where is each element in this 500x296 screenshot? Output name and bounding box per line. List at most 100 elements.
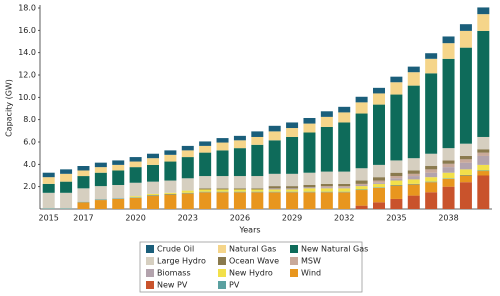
bar-segment [112, 198, 125, 209]
bar-segment [303, 187, 316, 189]
bar-segment [181, 192, 194, 194]
bar-segment [303, 191, 316, 193]
bar-segment [320, 191, 333, 193]
x-tick-label: 2026 [230, 214, 250, 223]
bar-segment [216, 138, 229, 143]
bar-segment [355, 180, 368, 184]
bar-segment [320, 116, 333, 127]
bar-segment [373, 182, 385, 184]
bar-segment [129, 197, 142, 198]
bar-segment [77, 202, 90, 209]
bar-segment [303, 192, 316, 209]
bar-segment [425, 182, 438, 193]
bar-segment [407, 176, 420, 180]
y-tick-label: 16.0 [18, 26, 36, 35]
bar-segment [442, 58, 455, 149]
bar-segment [477, 136, 490, 150]
bar-segment [181, 190, 194, 193]
bar-segment [286, 192, 299, 209]
legend-swatch [290, 269, 298, 277]
bar-segment [425, 53, 438, 59]
bar-segment [42, 183, 55, 193]
bar-segment [42, 192, 55, 209]
bar-segment [442, 172, 455, 179]
bar-segment [320, 171, 333, 184]
bar-segment [390, 82, 403, 95]
bar-segment [199, 141, 212, 146]
bar-segment [390, 160, 403, 173]
bar-segment [77, 201, 90, 203]
bar-segment [338, 171, 351, 184]
bar-segment [407, 72, 420, 86]
bar-segment [320, 192, 333, 209]
bar-segment [60, 173, 73, 182]
bar-segment [233, 176, 246, 189]
bar-segment [477, 152, 490, 156]
bar-segment [459, 159, 472, 163]
bar-segment [355, 183, 368, 185]
bar-segment [94, 186, 107, 200]
bar-segment [94, 162, 107, 168]
bar-segment [77, 188, 90, 202]
bar-segment [94, 200, 107, 209]
bar-segment [199, 189, 212, 192]
bar-segment [268, 189, 281, 192]
bar-segment [459, 24, 472, 31]
bar-segment [147, 195, 159, 209]
bar-segment [77, 176, 90, 189]
legend-swatch [146, 257, 154, 265]
bar-segment [338, 186, 351, 188]
bar-segment [60, 169, 73, 174]
legend-box [139, 241, 363, 293]
bar-segment [216, 150, 229, 177]
bar-segment [390, 172, 403, 177]
legend-label: Wind [301, 269, 321, 278]
bar-segment [338, 187, 351, 189]
bar-segment [459, 169, 472, 175]
bar-segment [164, 192, 177, 194]
bar-segment [373, 180, 385, 183]
bar-segment [442, 163, 455, 168]
bar-segment [390, 76, 403, 83]
bar-segment [355, 96, 368, 103]
bar-segment [251, 131, 264, 137]
bar-segment [425, 192, 438, 209]
bar-segment [355, 168, 368, 181]
bar-segment [407, 173, 420, 177]
bar-segment [355, 102, 368, 114]
bar-segment [425, 166, 438, 170]
bar-segment [320, 183, 333, 187]
bar-segment [390, 185, 403, 199]
bar-segment [338, 112, 351, 123]
bar-segment [477, 155, 490, 165]
bar-segment [407, 170, 420, 174]
bar-segment [42, 208, 55, 209]
bar-segment [459, 155, 472, 160]
bar-segment [442, 186, 455, 209]
bar-segment [233, 191, 246, 193]
bar-segment [94, 167, 107, 173]
bar-segment [355, 184, 368, 187]
bar-segment [199, 191, 212, 193]
bar-segment [303, 132, 316, 173]
bar-segment [199, 188, 212, 190]
bar-segment [164, 193, 177, 195]
bar-segment [112, 184, 125, 199]
bar-segment [442, 167, 455, 173]
bar-segment [286, 191, 299, 193]
bar-segment [477, 170, 490, 172]
bar-segment [233, 140, 246, 149]
bar-segment [459, 143, 472, 156]
y-tick-label: 8.0 [23, 115, 36, 124]
bar-segment [199, 176, 212, 189]
bar-segment [181, 157, 194, 179]
x-tick-label: 2032 [334, 214, 354, 223]
legend-swatch [290, 245, 298, 253]
bar-segment [233, 135, 246, 141]
bar-segment [459, 162, 472, 170]
bar-segment [181, 145, 194, 151]
bar-segment [268, 140, 281, 174]
bar-segment [390, 184, 403, 186]
y-tick-label: 14.0 [18, 48, 36, 57]
